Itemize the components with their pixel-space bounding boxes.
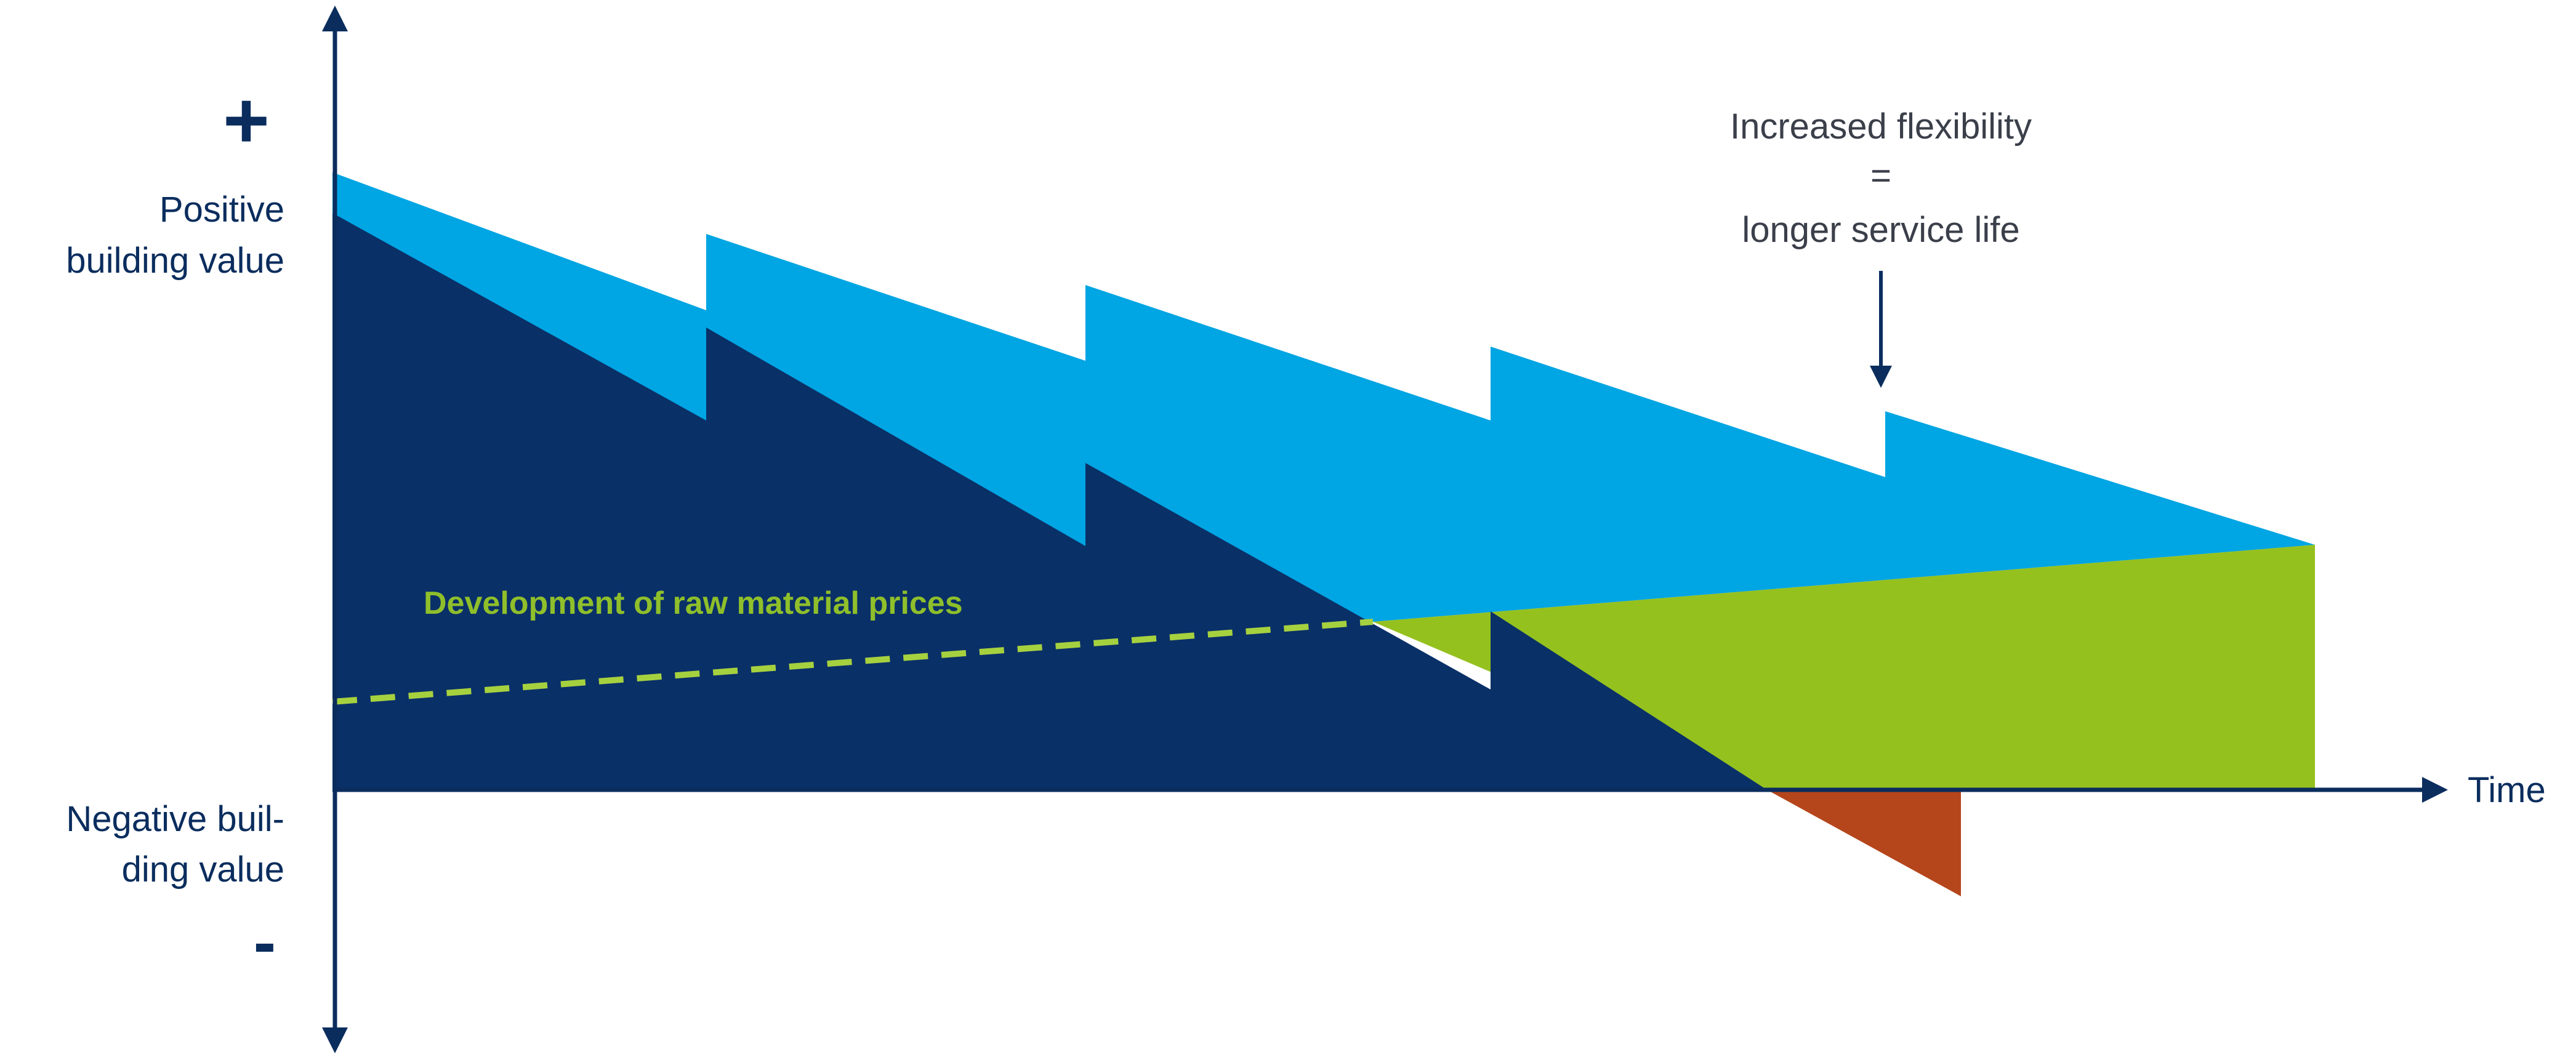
negative-value-area bbox=[1767, 790, 1961, 896]
positive-label-line2: building value bbox=[66, 241, 284, 281]
negative-label-line1: Negative buil- bbox=[66, 799, 284, 839]
time-label: Time bbox=[2468, 770, 2546, 810]
annotation-line2: = bbox=[1870, 156, 1891, 196]
positive-label-line1: Positive bbox=[159, 190, 284, 230]
annotation-line3: longer service life bbox=[1742, 210, 2019, 250]
positive-sign: + bbox=[223, 75, 270, 165]
raw-material-label: Development of raw material prices bbox=[424, 585, 963, 621]
building-value-area bbox=[332, 213, 1767, 790]
negative-sign: - bbox=[254, 904, 276, 980]
raw-material-value-area bbox=[1373, 545, 2315, 790]
negative-label-line2: ding value bbox=[122, 850, 284, 890]
annotation-line1: Increased flexibility bbox=[1730, 107, 2032, 147]
raw-material-price-line bbox=[332, 619, 1374, 705]
